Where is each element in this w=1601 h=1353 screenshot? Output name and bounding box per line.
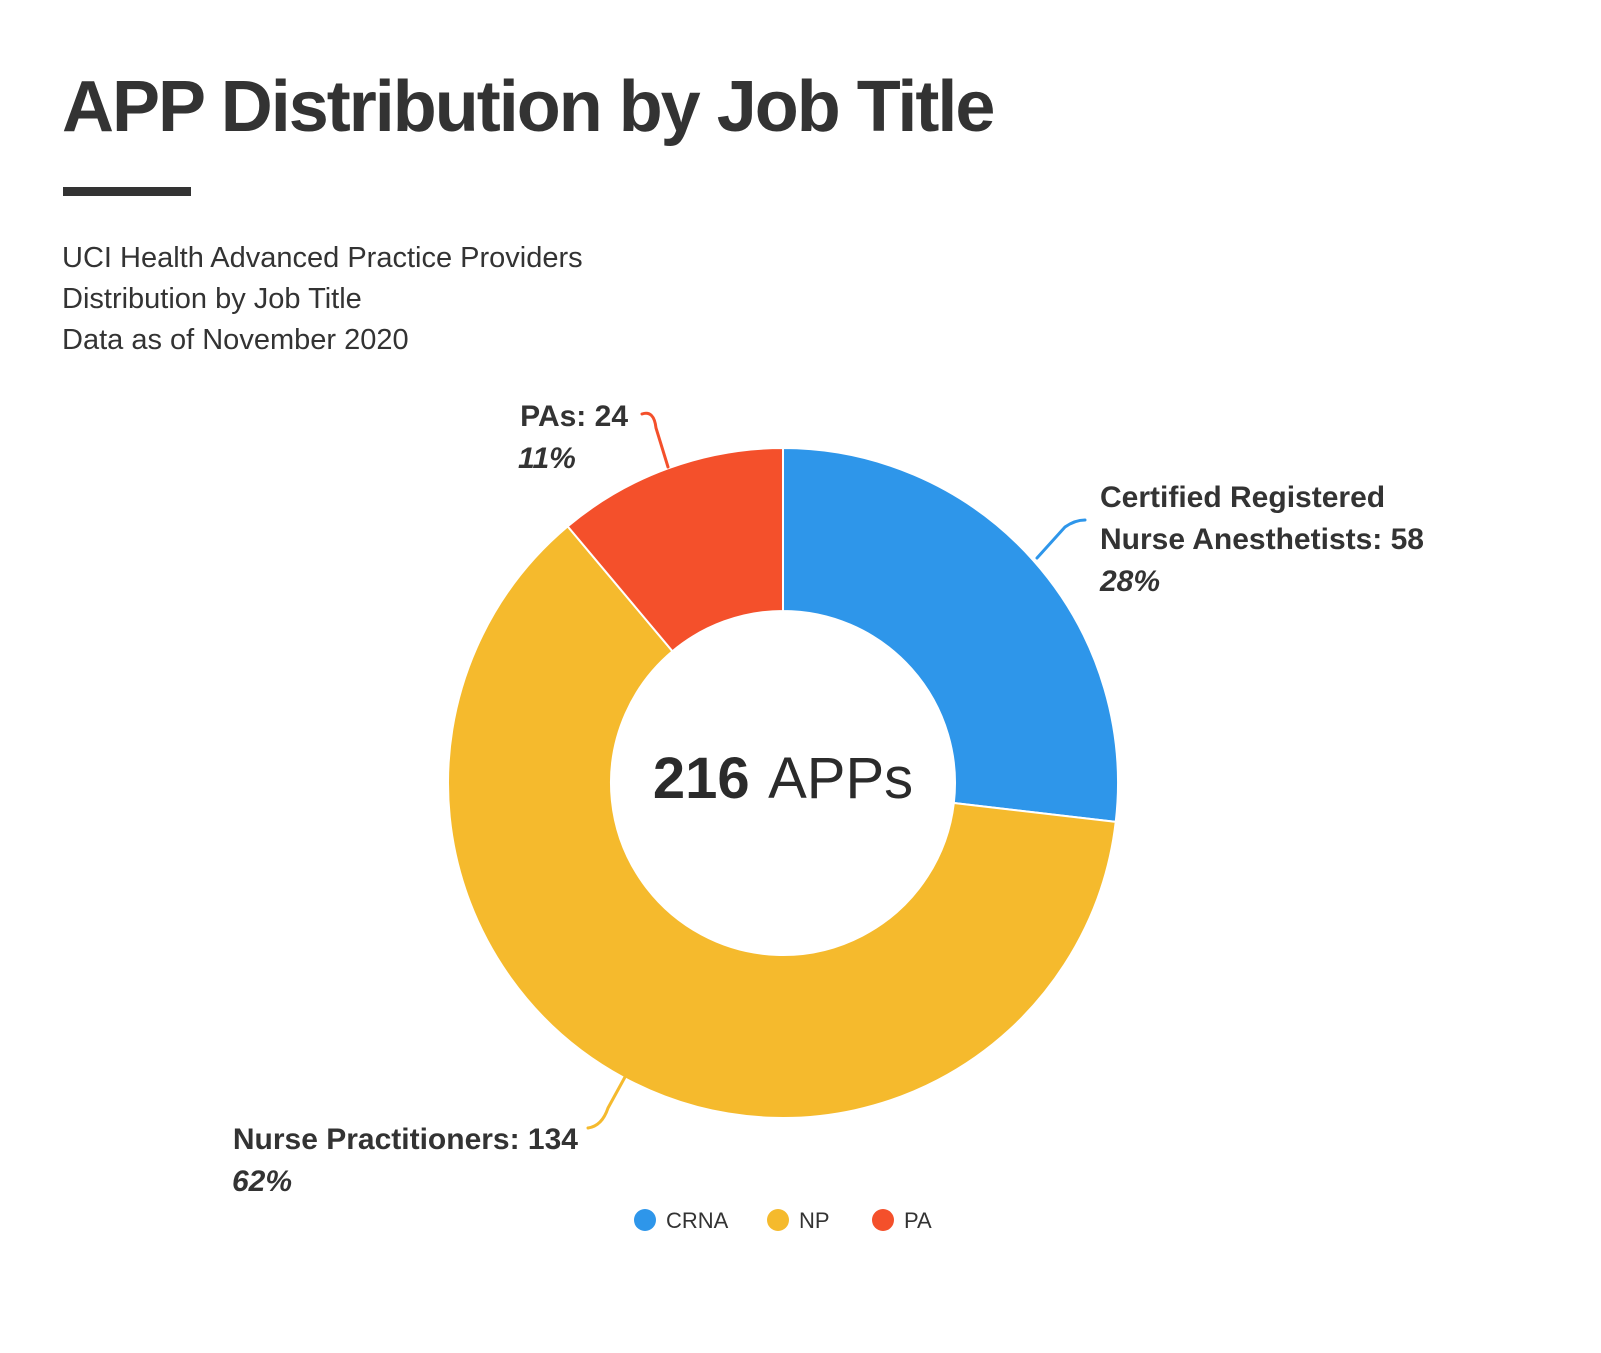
title-underline — [63, 187, 191, 196]
legend-item-pa: PA — [872, 1208, 932, 1233]
leader-line-np — [586, 1075, 627, 1130]
slice-label-crna: Certified Registered — [1100, 481, 1385, 514]
slice-label-np: Nurse Practitioners: 134 — [233, 1123, 578, 1156]
leader-lines — [586, 411, 1087, 1130]
center-total: 216 — [653, 746, 750, 811]
legend-label: CRNA — [666, 1208, 729, 1233]
slice-pa — [566, 446, 784, 653]
legend-swatch — [767, 1209, 789, 1231]
chart-title: APP Distribution by Job Title — [62, 67, 995, 147]
legend-item-crna: CRNA — [634, 1208, 729, 1233]
leader-line-crna — [1035, 518, 1087, 560]
leader-line-pa — [640, 411, 670, 469]
subtitle-line: Distribution by Job Title — [62, 283, 362, 315]
slice-label-crna: Nurse Anesthetists: 58 — [1100, 523, 1424, 556]
center-unit: APPs — [768, 746, 913, 811]
slice-percent-np: 62% — [232, 1165, 292, 1198]
legend-swatch — [634, 1209, 656, 1231]
slice-labels: Certified Registered Nurse Anesthetists: … — [232, 400, 1424, 1198]
legend: CRNA NP PA — [634, 1208, 932, 1233]
svg-text:216 APPs: 216 APPs — [653, 746, 913, 811]
slice-percent-crna: 28% — [1099, 565, 1160, 598]
legend-label: PA — [904, 1208, 932, 1233]
slice-crna — [782, 446, 1119, 824]
subtitle-line: Data as of November 2020 — [62, 324, 409, 356]
subtitle-line: UCI Health Advanced Practice Providers — [62, 242, 583, 274]
chart-subtitle: UCI Health Advanced Practice Providers D… — [62, 238, 583, 361]
legend-label: NP — [799, 1208, 830, 1233]
donut-slices — [447, 446, 1119, 1120]
slice-percent-pa: 11% — [518, 442, 576, 475]
slice-np — [447, 524, 1117, 1120]
center-label: 216 APPs — [653, 746, 913, 811]
legend-swatch — [872, 1209, 894, 1231]
slice-label-pa: PAs: 24 — [520, 400, 628, 433]
legend-item-np: NP — [767, 1208, 830, 1233]
